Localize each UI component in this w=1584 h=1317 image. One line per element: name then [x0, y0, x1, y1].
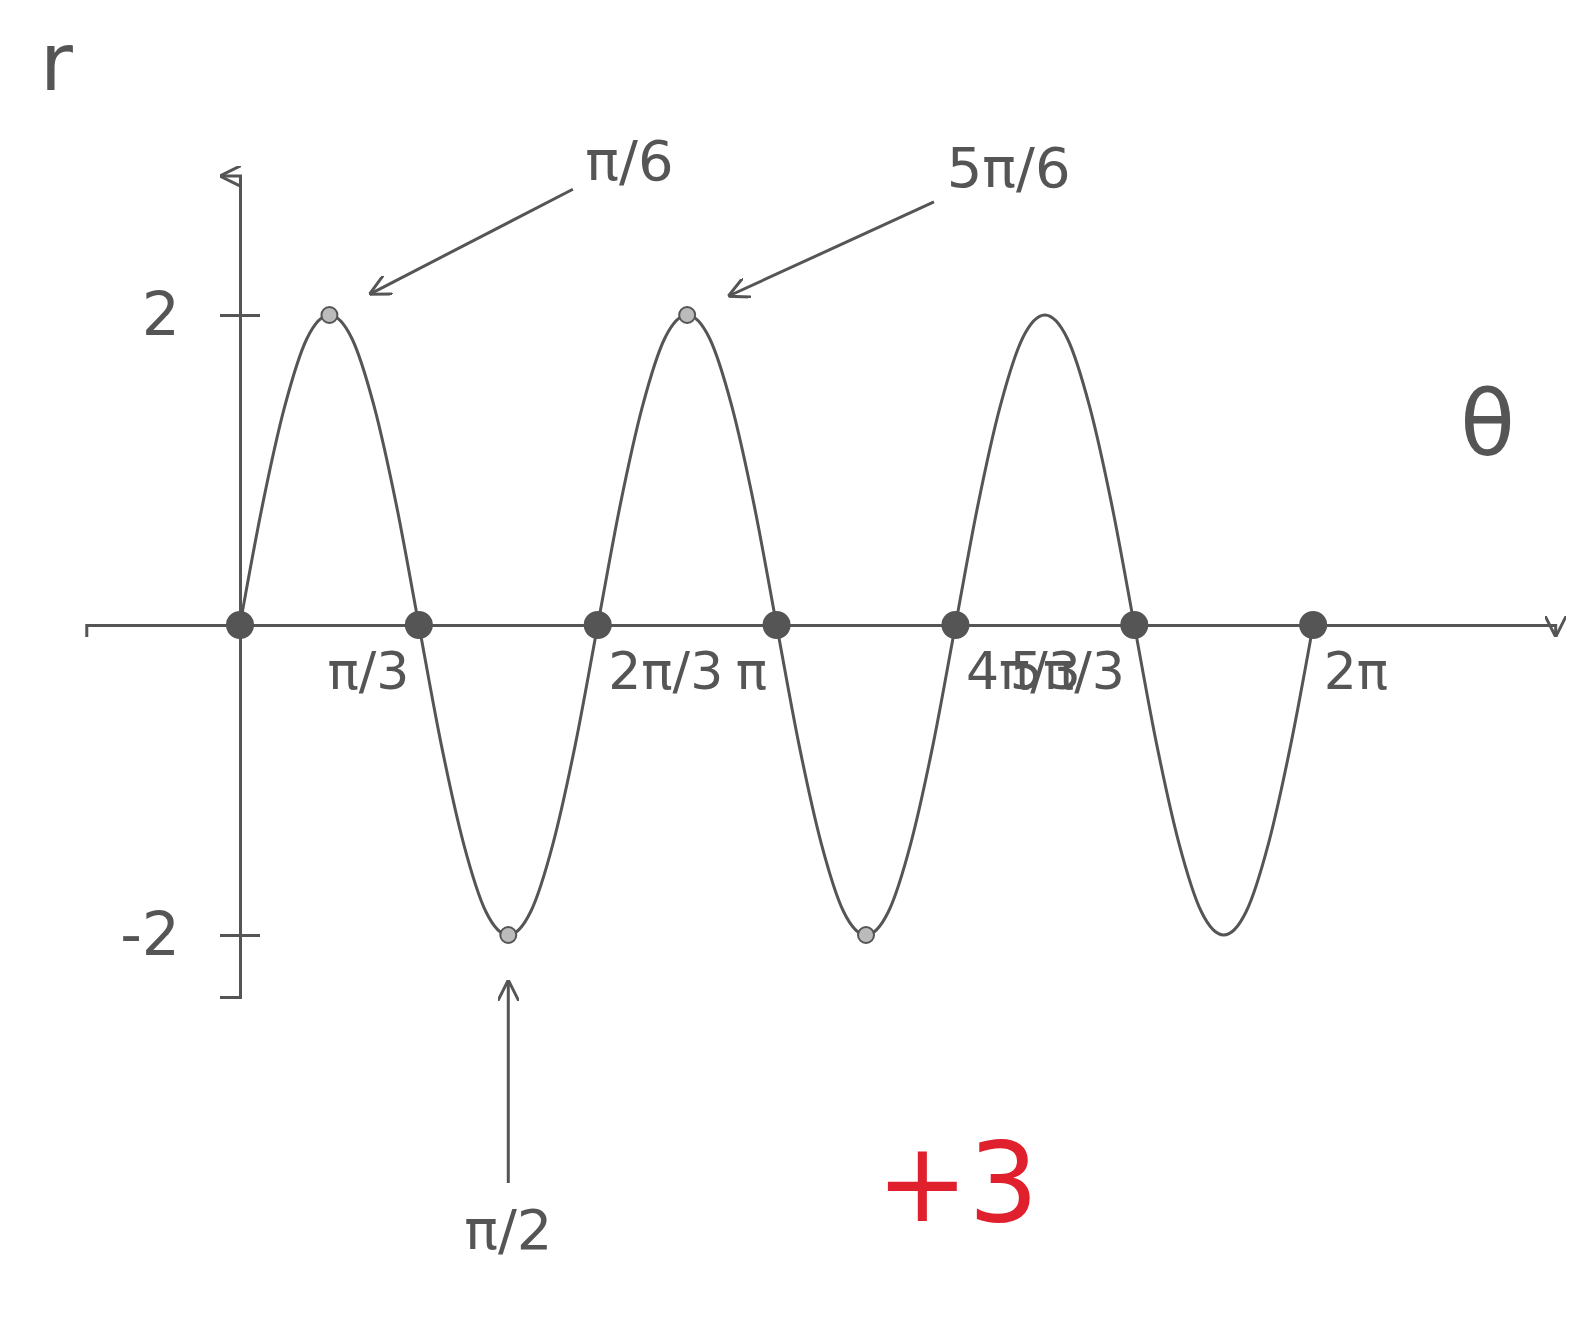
- x-tick-label: π: [736, 641, 767, 701]
- annotation-arrow: [728, 202, 934, 296]
- point: [227, 612, 253, 638]
- point: [1300, 612, 1326, 638]
- point: [764, 612, 790, 638]
- x-tick-label: π/3: [327, 641, 409, 701]
- y-axis-line: [220, 176, 241, 998]
- y-tick-label: -2: [120, 899, 180, 969]
- y-tick: 2: [142, 279, 260, 349]
- point: [942, 612, 968, 638]
- annotations: π/6 5π/6 π/2 +3: [369, 128, 1070, 1263]
- y-axis-title: r: [40, 16, 73, 109]
- annotation: π/2: [464, 1197, 552, 1262]
- chart: π/32π/3π4π/35π/32π-22rθπ/65π/6π/2+3: [0, 0, 1584, 1317]
- x-axis-line: [87, 626, 1556, 638]
- x-axis-title: θ: [1460, 371, 1515, 476]
- curve: [240, 315, 1313, 935]
- x-tick: 5π/3: [1010, 613, 1135, 701]
- point: [585, 612, 611, 638]
- y-tick: -2: [120, 899, 260, 969]
- point: [500, 927, 516, 943]
- annotation: π/6: [585, 128, 673, 193]
- y-tick-mark: [220, 934, 260, 937]
- y-axis: -2 2: [120, 176, 260, 998]
- x-axis: π/32π/3π4π/35π/32π: [87, 613, 1556, 701]
- point: [679, 307, 695, 323]
- x-tick-label: 2π: [1324, 641, 1388, 701]
- annotation: +3: [876, 1119, 1038, 1247]
- annotation-arrow: [507, 980, 510, 1183]
- y-tick-label: 2: [142, 279, 180, 349]
- point: [321, 307, 337, 323]
- x-tick: 2π/3: [598, 613, 723, 701]
- x-tick-label: 2π/3: [608, 641, 723, 701]
- plot-area: [227, 307, 1326, 943]
- point: [858, 927, 874, 943]
- y-tick-mark: [220, 314, 260, 317]
- annotation: 5π/6: [947, 135, 1071, 200]
- annotation-arrow: [369, 189, 572, 294]
- point: [406, 612, 432, 638]
- point: [1121, 612, 1147, 638]
- x-tick-label: 5π/3: [1010, 641, 1125, 701]
